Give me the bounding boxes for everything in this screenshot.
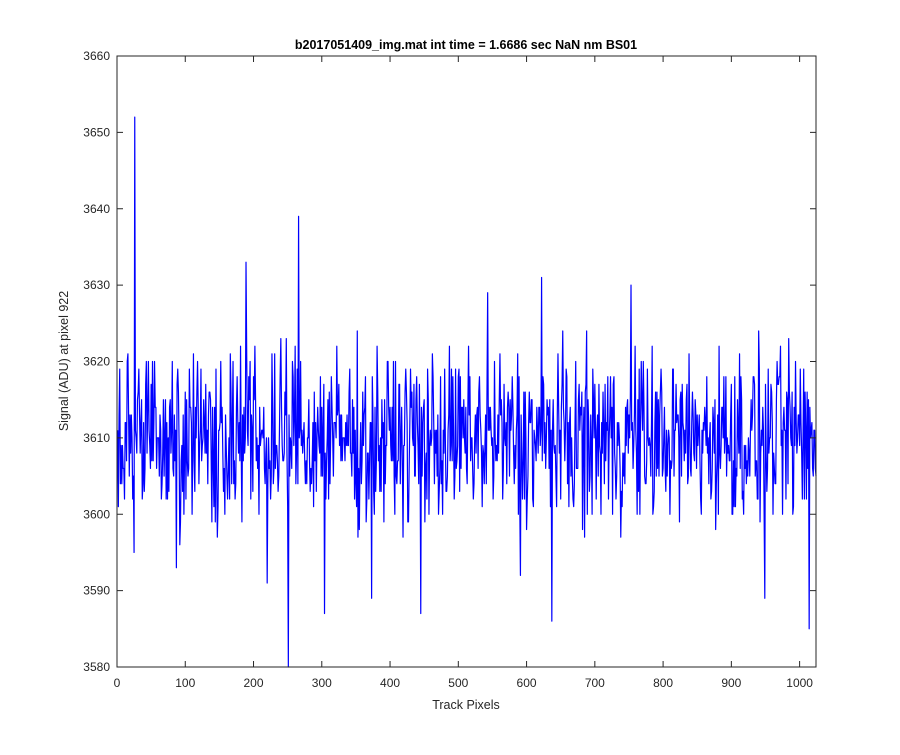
x-tick-label: 400 (380, 676, 400, 690)
x-tick-label: 800 (653, 676, 673, 690)
x-tick-label: 300 (312, 676, 332, 690)
plot-background (117, 56, 816, 667)
y-axis-label: Signal (ADU) at pixel 922 (57, 291, 71, 431)
plot-frame (116, 55, 817, 668)
x-tick-label: 1000 (786, 676, 813, 690)
x-tick-label: 200 (244, 676, 264, 690)
x-tick-label: 500 (448, 676, 468, 690)
x-tick-label: 0 (114, 676, 121, 690)
y-tick-label: 3650 (83, 125, 110, 139)
data-layer (117, 116, 817, 668)
y-tick-label: 3630 (83, 278, 110, 292)
y-tick-label: 3610 (83, 431, 110, 445)
x-tick-label: 900 (721, 676, 741, 690)
x-axis-label: Track Pixels (432, 698, 500, 712)
y-tick-label: 3600 (83, 507, 110, 521)
chart-title: b2017051409_img.mat int time = 1.6686 se… (295, 38, 637, 52)
x-tick-label: 100 (175, 676, 195, 690)
x-tick-label: 700 (585, 676, 605, 690)
signal-series-line (117, 116, 817, 668)
y-tick-label: 3660 (83, 49, 110, 63)
y-tick-label: 3580 (83, 660, 110, 674)
ticks-layer: 0 100 200 300 400 500 600 700 800 900 1000 3580 3590… (83, 49, 816, 690)
x-tick-label: 600 (517, 676, 537, 690)
y-tick-label: 3640 (83, 202, 110, 216)
y-tick-label: 3620 (83, 355, 110, 369)
y-tick-label: 3590 (83, 584, 110, 598)
